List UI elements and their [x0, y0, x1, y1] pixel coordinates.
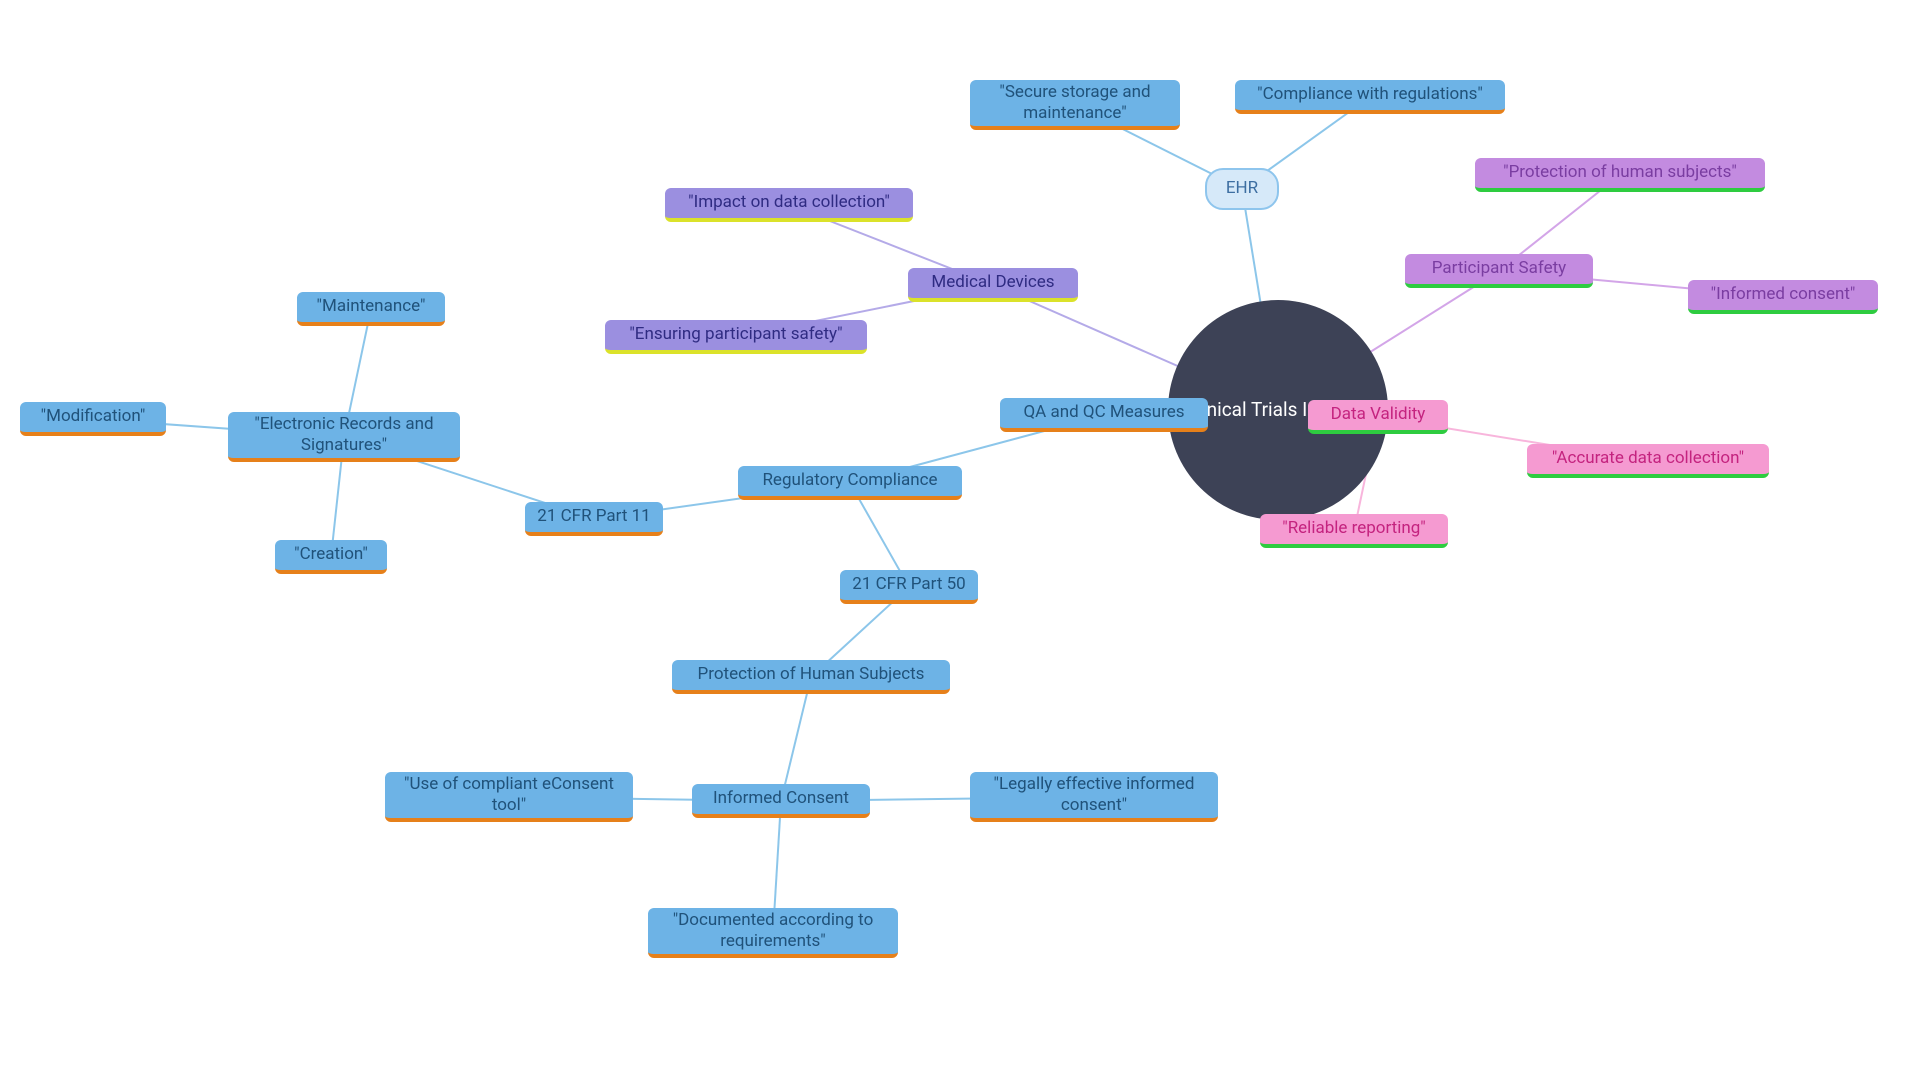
node-label: "Use of compliant eConsent tool": [395, 774, 623, 817]
node-md: Medical Devices: [908, 268, 1078, 302]
node-ehr2: "Compliance with regulations": [1235, 80, 1505, 114]
node-label: "Secure storage and maintenance": [980, 82, 1170, 125]
node-label: Protection of Human Subjects: [698, 664, 925, 685]
node-label: Regulatory Compliance: [762, 470, 937, 491]
node-label: "Legally effective informed consent": [980, 774, 1208, 817]
node-label: "Accurate data collection": [1552, 448, 1744, 469]
node-ic1: "Use of compliant eConsent tool": [385, 772, 633, 822]
node-label: "Compliance with regulations": [1257, 84, 1483, 105]
node-label: Medical Devices: [931, 272, 1054, 293]
node-ersm: "Maintenance": [297, 292, 445, 326]
node-label: EHR: [1226, 178, 1258, 199]
node-ers: "Electronic Records and Signatures": [228, 412, 460, 462]
mindmap-canvas: Clinical Trials IntegrityEHR"Secure stor…: [0, 0, 1920, 1080]
node-ps2: "Informed consent": [1688, 280, 1878, 314]
node-label: QA and QC Measures: [1023, 402, 1184, 423]
node-label: "Protection of human subjects": [1503, 162, 1737, 183]
node-ic: Informed Consent: [692, 784, 870, 818]
edge: [781, 677, 811, 801]
node-md1: "Impact on data collection": [665, 188, 913, 222]
node-ic2: "Legally effective informed consent": [970, 772, 1218, 822]
node-md2: "Ensuring participant safety": [605, 320, 867, 354]
node-label: "Documented according to requirements": [658, 910, 888, 953]
node-p50: 21 CFR Part 50: [840, 570, 978, 604]
node-label: "Impact on data collection": [688, 192, 890, 213]
node-label: Participant Safety: [1432, 258, 1566, 279]
node-dv: Data Validity: [1308, 400, 1448, 434]
node-label: "Maintenance": [317, 296, 426, 317]
node-dv1: "Accurate data collection": [1527, 444, 1769, 478]
node-label: "Modification": [41, 406, 146, 427]
node-rc: Regulatory Compliance: [738, 466, 962, 500]
node-label: "Creation": [294, 544, 368, 565]
node-ps1: "Protection of human subjects": [1475, 158, 1765, 192]
node-ersmod: "Modification": [20, 402, 166, 436]
node-dv2: "Reliable reporting": [1260, 514, 1448, 548]
node-p11: 21 CFR Part 11: [525, 502, 663, 536]
node-ehr: EHR: [1205, 168, 1279, 210]
node-label: Informed Consent: [713, 788, 849, 809]
node-label: "Electronic Records and Signatures": [238, 414, 450, 457]
node-label: 21 CFR Part 50: [852, 574, 965, 595]
node-qa: QA and QC Measures: [1000, 398, 1208, 432]
node-label: 21 CFR Part 11: [537, 506, 650, 527]
node-ehr1: "Secure storage and maintenance": [970, 80, 1180, 130]
node-label: "Ensuring participant safety": [629, 324, 842, 345]
node-phs: Protection of Human Subjects: [672, 660, 950, 694]
node-ps: Participant Safety: [1405, 254, 1593, 288]
node-label: Data Validity: [1331, 404, 1426, 425]
node-ersc: "Creation": [275, 540, 387, 574]
node-label: "Informed consent": [1711, 284, 1856, 305]
node-ic3: "Documented according to requirements": [648, 908, 898, 958]
node-label: "Reliable reporting": [1282, 518, 1425, 539]
